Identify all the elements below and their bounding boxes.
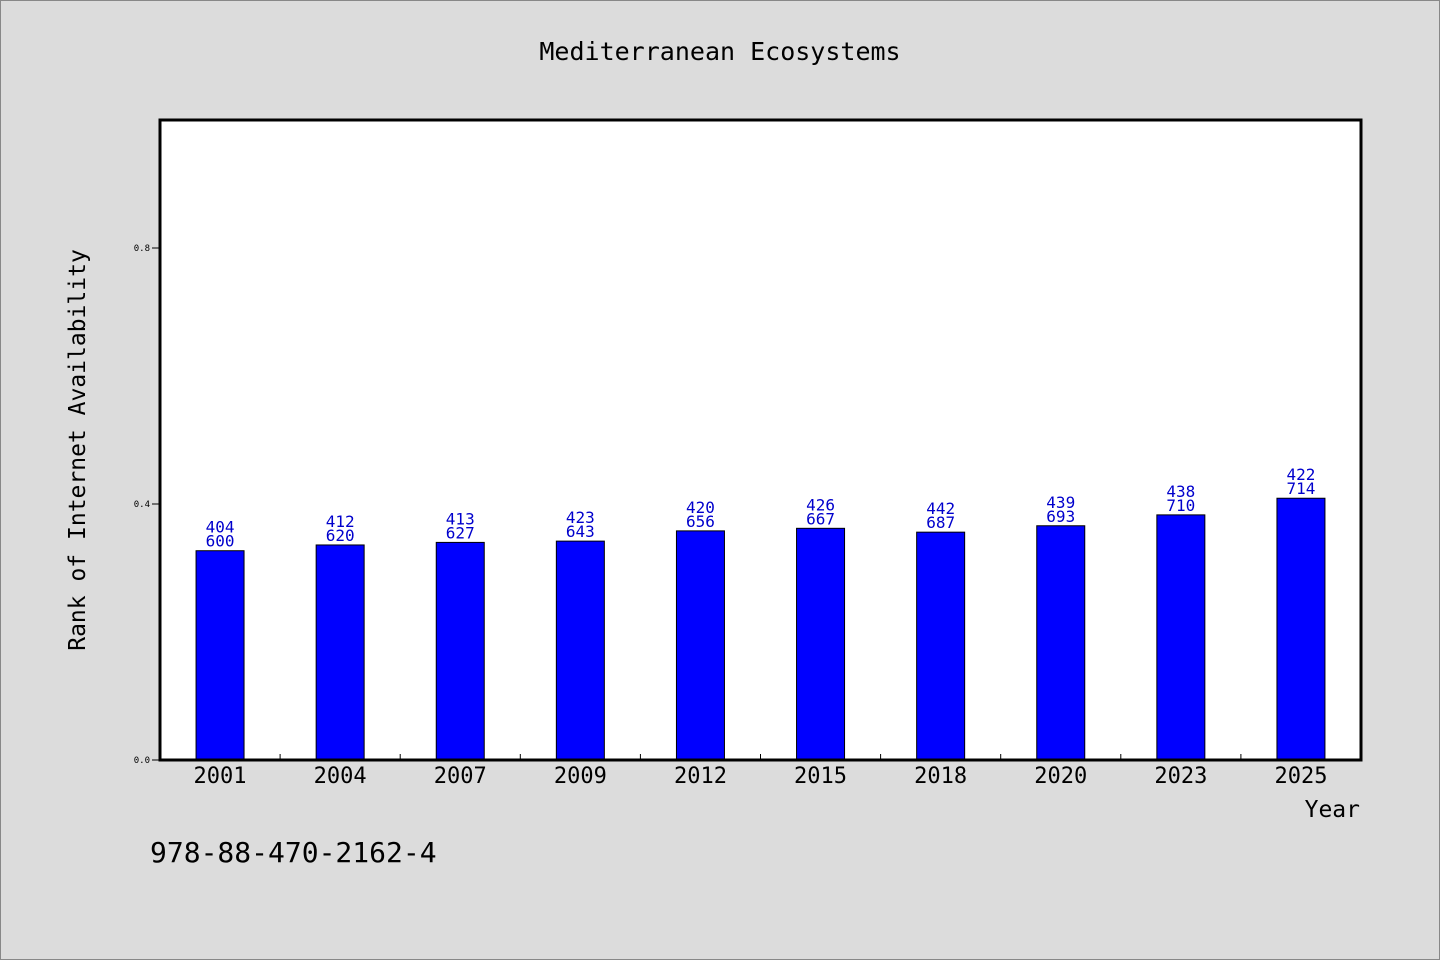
bar-label-bottom: 667 [806,509,835,528]
bar [916,531,966,761]
chart-title: Mediterranean Ecosystems [539,37,900,66]
bar-label-top: 422 [1286,465,1315,484]
x-tick-label: 2004 [314,764,367,789]
x-tick-label: 2025 [1274,764,1327,789]
bar-label-top: 438 [1166,482,1195,501]
bar [1156,514,1206,761]
x-tick-label: 2020 [1034,764,1087,789]
x-tick-label: 2015 [794,764,847,789]
x-axis-label: Year [1305,797,1360,823]
bar-label-bottom: 714 [1286,479,1315,498]
bar [1276,497,1326,761]
x-tick-label: 2023 [1154,764,1207,789]
bar-label-bottom: 620 [326,526,355,545]
bar [796,527,846,761]
bar-label-top: 412 [326,512,355,531]
x-axis: 2001 2004 2007 2009 2012 2015 2018 2020 2023 2025 [194,754,1327,789]
x-tick-label: 2001 [194,764,247,789]
footnote-isbn: 978-88-470-2162-4 [150,836,437,869]
bar-label-bottom: 627 [446,523,475,542]
bar-label-bottom: 710 [1166,496,1195,515]
bar-label-top: 404 [206,518,235,537]
y-tick-label: 0.4 [134,500,150,510]
bar [435,541,485,761]
y-tick-label: 0.8 [134,244,150,254]
plot-frame [158,118,1363,762]
bar-label-top: 442 [926,499,955,518]
bar-label-bottom: 600 [206,532,235,551]
bars-group: 4046004126204136274236434206564266674426… [195,465,1326,761]
bar-label-bottom: 643 [566,522,595,541]
bar-label-bottom: 687 [926,513,955,532]
x-tick-label: 2012 [674,764,727,789]
bar [315,544,365,761]
bar-label-bottom: 693 [1046,507,1075,526]
bar-label-top: 426 [806,495,835,514]
bar [1036,525,1086,761]
bar [675,530,725,761]
bar [195,550,245,761]
y-axis-label: Rank of Internet Availability [65,249,91,651]
x-tick-label: 2007 [434,764,487,789]
bar-label-top: 413 [446,509,475,528]
y-tick-label: 0.0 [134,756,150,766]
x-tick-label: 2018 [914,764,967,789]
bar-label-top: 423 [566,508,595,527]
bar-label-bottom: 656 [686,512,715,531]
bar-label-top: 439 [1046,493,1075,512]
bar [555,540,605,761]
bar-label-top: 420 [686,498,715,517]
x-tick-label: 2009 [554,764,607,789]
